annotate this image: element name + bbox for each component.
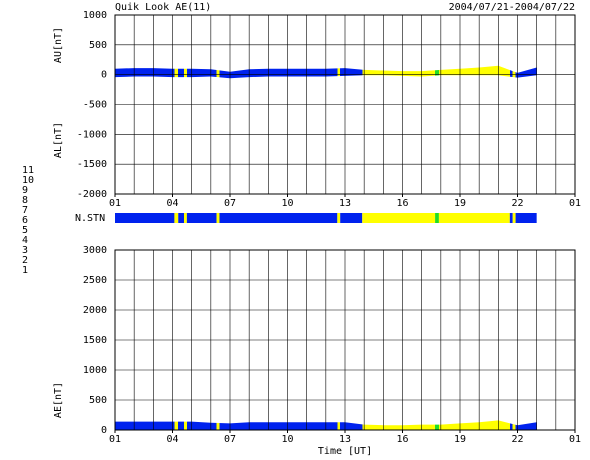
station-segment [186, 213, 217, 223]
x-tick-label: 07 [224, 434, 236, 445]
x-tick-label: 16 [396, 198, 408, 209]
legend-entry: 4 [22, 235, 28, 246]
legend-entry: 5 [22, 225, 28, 236]
x-tick-label: 04 [166, 198, 178, 209]
y-tick-label: 500 [89, 395, 107, 406]
station-segment [178, 213, 184, 223]
x-tick-label: 01 [109, 434, 121, 445]
x-tick-label: 19 [454, 434, 466, 445]
x-tick-label: 01 [569, 198, 581, 209]
y-tick-label: 3000 [83, 245, 107, 256]
legend-entry: 3 [22, 245, 28, 256]
station-segment [219, 213, 338, 223]
station-segment [512, 213, 516, 223]
y-tick-label: 1000 [83, 365, 107, 376]
strip-label: N.STN [75, 213, 105, 224]
legend-entry: 10 [22, 175, 34, 186]
y-axis-label: AL[nT] [53, 122, 64, 158]
y-tick-label: 500 [89, 40, 107, 51]
legend-entry: 11 [22, 165, 34, 176]
y-axis-label: AU[nT] [53, 27, 64, 63]
station-segment [174, 213, 179, 223]
station-segment [435, 213, 439, 223]
x-tick-label: 07 [224, 198, 236, 209]
station-segment [184, 213, 187, 223]
station-segment [337, 213, 341, 223]
station-segment [340, 213, 363, 223]
y-tick-label: 0 [101, 425, 107, 436]
x-tick-label: 16 [396, 434, 408, 445]
y-tick-label: 0 [101, 70, 107, 81]
x-tick-label: 22 [511, 198, 523, 209]
x-tick-label: 01 [109, 198, 121, 209]
legend-entry: 1 [22, 265, 28, 276]
y-tick-label: -2000 [77, 189, 107, 200]
legend-entry: 6 [22, 215, 28, 226]
station-segment [115, 213, 175, 223]
x-tick-label: 04 [166, 434, 178, 445]
x-tick-label: 22 [511, 434, 523, 445]
y-tick-label: -500 [83, 100, 107, 111]
station-segment [216, 213, 220, 223]
station-segment [509, 213, 513, 223]
y-tick-label: -1000 [77, 129, 107, 140]
station-segment [438, 213, 510, 223]
x-axis-label: Time [UT] [318, 446, 372, 457]
x-tick-label: 19 [454, 198, 466, 209]
plot-frame [114, 14, 576, 195]
y-tick-label: 2000 [83, 305, 107, 316]
x-tick-label: 10 [281, 198, 293, 209]
y-tick-label: -1500 [77, 159, 107, 170]
plot-frame [114, 249, 576, 431]
legend-entry: 8 [22, 195, 28, 206]
x-tick-label: 13 [339, 198, 351, 209]
station-segment [362, 213, 436, 223]
y-tick-label: 1500 [83, 335, 107, 346]
x-tick-label: 10 [281, 434, 293, 445]
x-tick-label: 01 [569, 434, 581, 445]
legend-entry: 2 [22, 255, 28, 266]
legend-entry: 7 [22, 205, 28, 216]
station-segment [515, 213, 537, 223]
y-tick-label: 1000 [83, 10, 107, 21]
date-range: 2004/07/21-2004/07/22 [449, 2, 575, 13]
x-tick-label: 13 [339, 434, 351, 445]
legend-entry: 9 [22, 185, 28, 196]
y-axis-label: AE[nT] [53, 382, 64, 418]
y-tick-label: 2500 [83, 275, 107, 286]
chart-title: Quik Look AE(11) [115, 2, 211, 13]
